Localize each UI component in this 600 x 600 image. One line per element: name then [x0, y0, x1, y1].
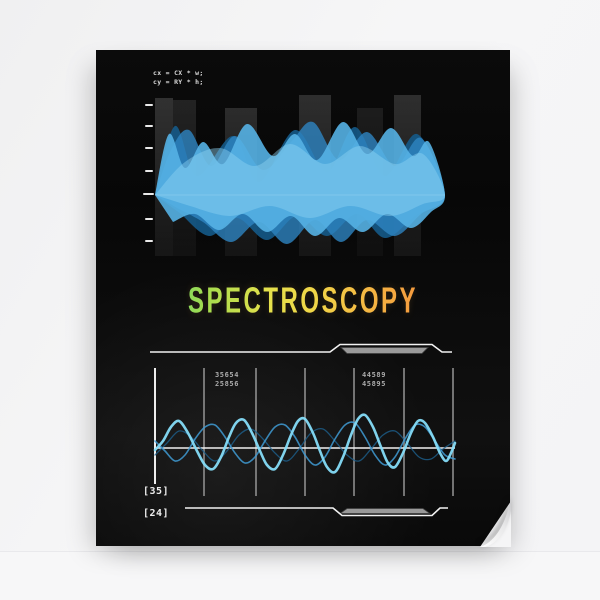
chart-annotation: 44589 45895 — [342, 371, 406, 389]
mid-wave — [154, 421, 456, 466]
annotations: 35654 25856 44589 45895 — [96, 50, 510, 450]
poster-title: SPECTROSCOPY — [96, 281, 510, 323]
axis-ticks — [96, 50, 156, 310]
spectrum-wave-chart — [155, 121, 446, 245]
gridline — [304, 368, 306, 496]
lower-chart-y-axis — [154, 368, 156, 484]
waveform-line-chart — [153, 413, 457, 474]
gridline — [203, 368, 205, 496]
gridline — [353, 368, 355, 496]
formula-line-1: cx = CX * w; — [153, 69, 204, 77]
page-curl-cutout — [480, 501, 511, 547]
axis-tick — [145, 147, 153, 149]
formula-text: cx = CX * w; cy = RY * h; — [153, 69, 204, 87]
wave-layer-highlight — [155, 143, 445, 218]
bracket-label-35: [35] — [143, 486, 170, 497]
gridline — [403, 368, 405, 496]
wave-layer-front-light — [155, 121, 446, 237]
hud-divider-top — [150, 343, 452, 354]
axis-tick — [145, 218, 153, 220]
page-curl-icon — [480, 501, 511, 547]
hud-divider-bottom — [185, 507, 448, 517]
bracket-label-24: [24] — [143, 508, 170, 519]
axis-tick — [145, 240, 153, 242]
gridline — [452, 368, 454, 496]
bright-wave — [153, 413, 457, 474]
hud-bar-top — [340, 347, 429, 354]
dark-wave — [154, 427, 456, 462]
axis-tick — [145, 125, 153, 127]
annotation-value: 45895 — [361, 380, 387, 388]
hud-line-top — [150, 343, 452, 353]
hud-bar-bottom — [338, 508, 432, 514]
axis-tick — [145, 170, 153, 172]
annotation-value: 25856 — [214, 380, 240, 388]
wall-floor-seam — [0, 551, 600, 600]
spectroscopy-poster: cx = CX * w; cy = RY * h; SPECTROSCOPY 3… — [96, 50, 511, 547]
axis-tick — [143, 193, 154, 195]
axis-tick — [145, 104, 153, 106]
annotation-value: 35654 — [214, 371, 240, 379]
formula-line-2: cy = RY * h; — [153, 78, 204, 86]
hud-line-bottom — [185, 507, 448, 517]
annotation-value: 44589 — [361, 371, 387, 379]
chart-annotation: 35654 25856 — [195, 371, 259, 389]
